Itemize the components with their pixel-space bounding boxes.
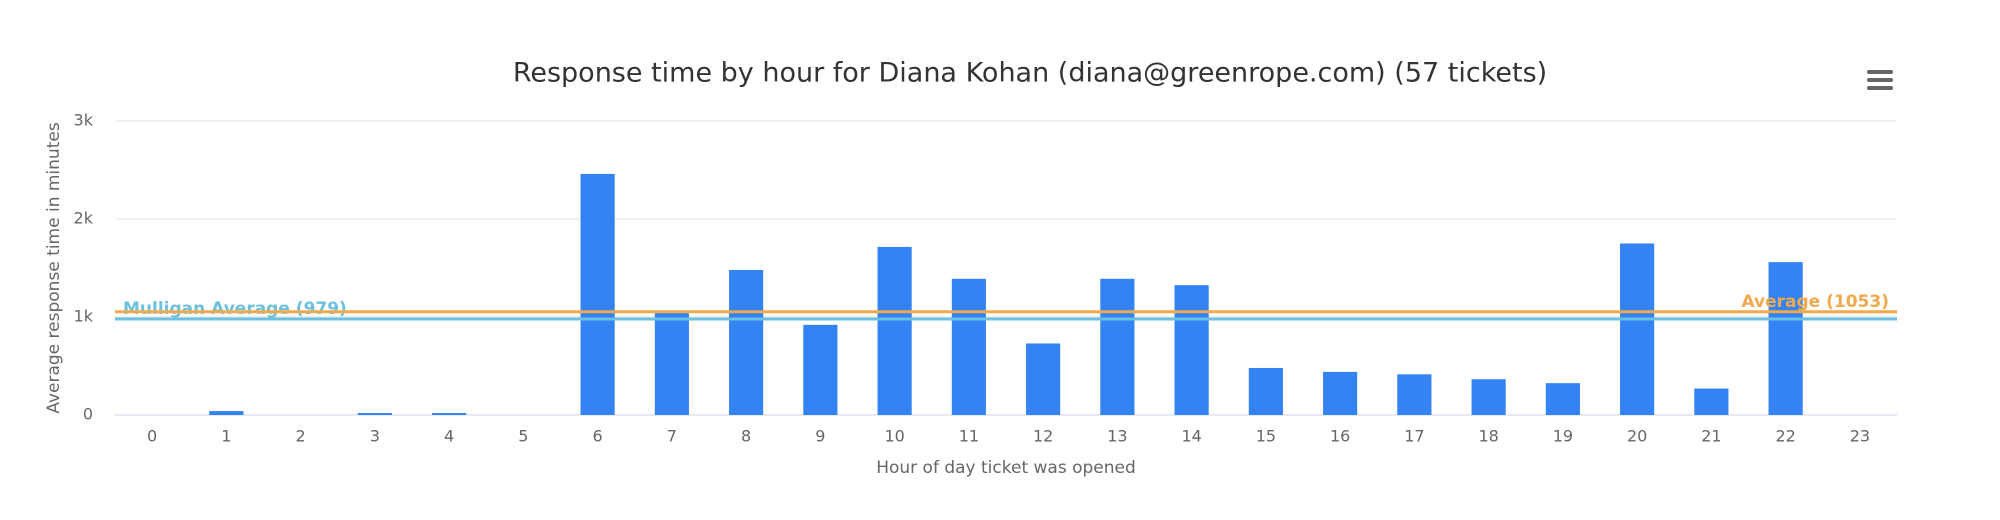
menu-bar (1867, 78, 1893, 82)
x-tick-label: 14 (1181, 427, 1201, 446)
bar (432, 413, 467, 415)
bar (951, 278, 986, 415)
bar (654, 313, 689, 415)
bar (357, 413, 392, 415)
bar (209, 411, 244, 415)
x-tick-label: 12 (1033, 427, 1053, 446)
x-tick-label: 19 (1553, 427, 1573, 446)
y-tick-label: 1k (74, 307, 94, 326)
x-tick-label: 21 (1701, 427, 1721, 446)
menu-bar (1867, 70, 1893, 74)
x-tick-label: 17 (1404, 427, 1424, 446)
bar (1397, 374, 1432, 415)
bar (1174, 285, 1209, 415)
bar (803, 324, 838, 415)
x-tick-label: 1 (221, 427, 231, 446)
bar (1026, 343, 1061, 415)
bar (1471, 379, 1506, 415)
x-tick-label: 15 (1256, 427, 1276, 446)
x-tick-label: 3 (370, 427, 380, 446)
bar (1545, 383, 1580, 415)
x-tick-label: 10 (884, 427, 904, 446)
x-tick-label: 23 (1850, 427, 1870, 446)
x-tick-label: 5 (518, 427, 528, 446)
bar (580, 173, 615, 415)
x-tick-label: 8 (741, 427, 751, 446)
bar (1323, 371, 1358, 415)
x-tick-label: 18 (1478, 427, 1498, 446)
y-tick-label: 0 (83, 405, 93, 424)
x-tick-label: 0 (147, 427, 157, 446)
bar (877, 246, 912, 415)
menu-bar (1867, 86, 1893, 90)
menu-button[interactable] (1867, 70, 1893, 90)
x-tick-label: 4 (444, 427, 454, 446)
x-axis-title: Hour of day ticket was opened (876, 458, 1136, 478)
x-tick-label: 20 (1627, 427, 1647, 446)
y-tick-label: 2k (74, 209, 94, 228)
bar (1620, 243, 1655, 415)
x-tick-label: 13 (1107, 427, 1127, 446)
bar (1694, 388, 1729, 415)
x-tick-label: 2 (296, 427, 306, 446)
chart-title: Response time by hour for Diana Kohan (d… (513, 58, 1547, 89)
reference-label: Average (1053) (1742, 292, 1890, 312)
bar (729, 269, 764, 415)
bar (1100, 278, 1135, 415)
x-tick-label: 16 (1330, 427, 1350, 446)
x-tick-label: 9 (815, 427, 825, 446)
bar (1768, 262, 1803, 415)
bar (1248, 367, 1283, 415)
y-axis-title: Average response time in minutes (44, 122, 64, 414)
x-tick-label: 11 (959, 427, 979, 446)
x-tick-label: 7 (667, 427, 677, 446)
y-tick-label: 3k (74, 111, 94, 130)
x-tick-label: 6 (593, 427, 603, 446)
reference-label: Mulligan Average (979) (123, 299, 347, 319)
x-tick-label: 22 (1775, 427, 1795, 446)
